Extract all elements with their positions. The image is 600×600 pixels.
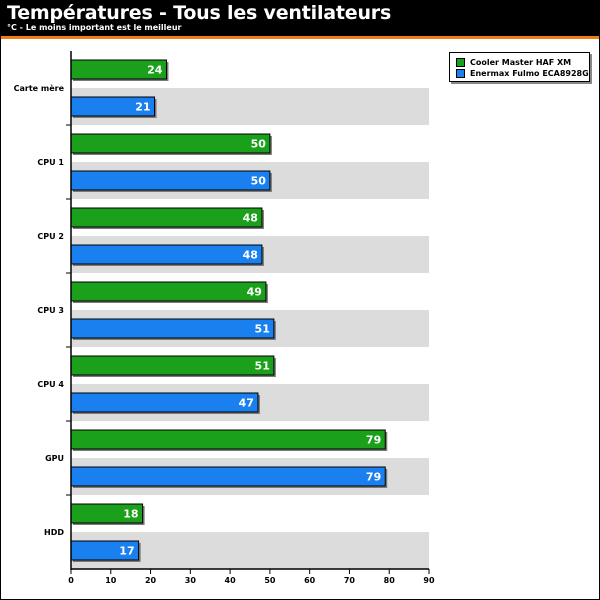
bar-series-2 [70, 170, 271, 191]
x-tick-label: 20 [145, 576, 157, 585]
bar-value-label: 24 [147, 64, 163, 77]
bar-series-1 [70, 355, 275, 376]
x-tick-label: 10 [105, 576, 117, 585]
bar-value-label: 49 [247, 286, 262, 299]
bar-value-label: 79 [366, 434, 381, 447]
x-tick-label: 40 [225, 576, 237, 585]
bar-series-2 [70, 318, 275, 339]
bar-series-1 [70, 207, 263, 228]
category-label: CPU 3 [37, 306, 64, 315]
category-label: CPU 2 [37, 232, 64, 241]
bar-value-label: 50 [251, 175, 267, 188]
bar-value-label: 48 [243, 212, 258, 225]
x-tick-label: 50 [264, 576, 276, 585]
bar-series-2 [70, 466, 386, 487]
bar-value-label: 47 [239, 397, 254, 410]
bar-value-label: 50 [251, 138, 267, 151]
chart-title: Températures - Tous les ventilateurs [7, 2, 392, 24]
legend-label-series-1: Cooler Master HAF XM [470, 58, 572, 67]
bar-value-label: 48 [243, 249, 258, 262]
bar-value-label: 21 [135, 101, 150, 114]
chart-subtitle: °C - Le moins important est le meilleur [7, 23, 182, 32]
category-label: HDD [44, 528, 64, 537]
category-label: CPU 4 [37, 380, 64, 389]
legend-item-series-1: Cooler Master HAF XM [456, 57, 571, 68]
category-label: CPU 1 [37, 158, 64, 167]
category-label: Carte mère [14, 83, 65, 93]
bar-series-1 [70, 281, 267, 302]
legend-swatch-series-1 [456, 58, 465, 67]
bar-series-2 [70, 392, 259, 413]
chart-header: Températures - Tous les ventilateurs °C … [1, 1, 599, 36]
bar-series-2 [70, 244, 263, 265]
header-accent-bar [1, 36, 599, 39]
bar-value-label: 18 [123, 508, 138, 521]
x-tick-label: 60 [304, 576, 316, 585]
bar-series-1 [70, 133, 271, 154]
legend-item-series-2: Enermax Fulmo ECA8928G [456, 68, 589, 79]
x-tick-label: 70 [344, 576, 356, 585]
bar-value-label: 79 [366, 471, 381, 484]
bar-series-1 [70, 429, 386, 450]
x-tick-label: 80 [384, 576, 396, 585]
legend-swatch-series-2 [456, 69, 465, 78]
x-tick-label: 0 [68, 576, 74, 585]
x-tick-label: 30 [185, 576, 197, 585]
bar-value-label: 51 [255, 323, 270, 336]
legend-label-series-2: Enermax Fulmo ECA8928G [470, 69, 589, 78]
x-tick-label: 90 [423, 576, 435, 585]
category-label: GPU [45, 454, 64, 463]
bar-value-label: 51 [255, 360, 270, 373]
chart-legend: Cooler Master HAF XM Enermax Fulmo ECA89… [449, 52, 590, 82]
bar-value-label: 17 [119, 545, 134, 558]
